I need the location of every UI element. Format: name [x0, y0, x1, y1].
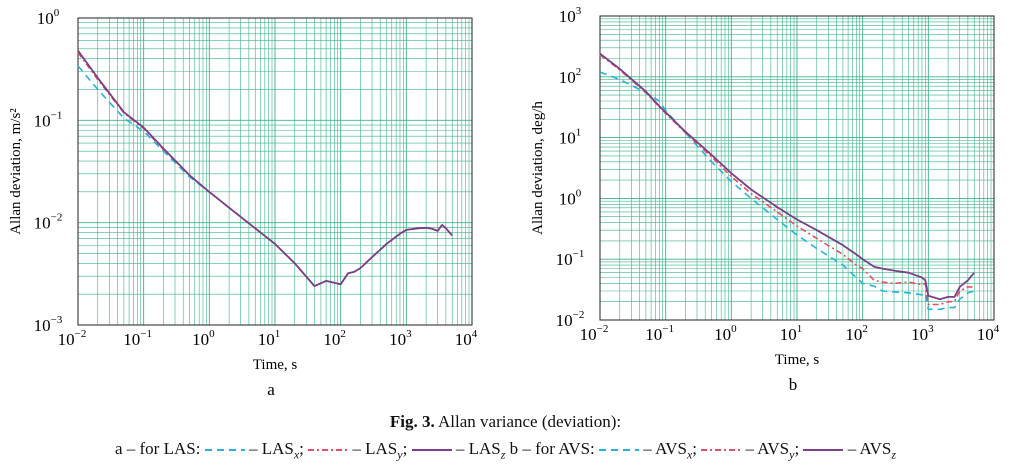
- y-tick-label: 100: [559, 187, 582, 208]
- x-tick-label: 104: [455, 328, 478, 349]
- y-tick-label: 103: [559, 5, 582, 26]
- x-tick-label: 104: [977, 323, 1000, 344]
- x-tick-label: 103: [911, 323, 934, 344]
- x-tick-label: 10−2: [58, 328, 87, 349]
- x-tick-label: 100: [192, 328, 215, 349]
- plot-frame: [77, 17, 473, 326]
- x-tick-label: 10−1: [645, 323, 674, 344]
- legend-label: – AVSz: [843, 439, 897, 462]
- y-tick-label: 10−2: [34, 212, 63, 233]
- y-tick-label: 100: [37, 7, 60, 28]
- y-tick-label: 10−1: [556, 248, 585, 269]
- legend-swatch-z: [411, 449, 452, 452]
- series-line-x: [599, 71, 975, 311]
- figure: 10−2 10−1 100 101 102 103 10410−310−210−1100Ti…: [8, 5, 1000, 399]
- legend-swatch-z: [803, 449, 844, 452]
- x-tick-label: 102: [323, 328, 346, 349]
- x-tick-label: 10−2: [580, 323, 609, 344]
- legend-label: – AVSx;: [639, 439, 702, 462]
- series-line-z: [77, 50, 453, 288]
- x-tick-label: 103: [389, 328, 412, 349]
- legend-label: – LASy;: [348, 439, 412, 462]
- y-tick-label: 101: [559, 127, 582, 148]
- panel-a: 10−2 10−1 100 101 102 103 10410−310−210−1100Ti…: [8, 7, 478, 399]
- caption-text: Allan variance (deviation):: [438, 412, 622, 431]
- y-axis-label: Allan deviation, m/s²: [8, 108, 24, 235]
- panel-label: a: [267, 380, 275, 399]
- panel-b: 10−2 10−1 100 101 102 103 10410−210−1100101102…: [530, 5, 1000, 394]
- plot-frame: [599, 15, 995, 321]
- legend-label: – AVSy;: [741, 439, 804, 462]
- legend-prefix: a – for LAS:: [114, 439, 205, 458]
- grid: [599, 16, 994, 321]
- legend-swatch-y: [308, 449, 349, 452]
- legend-swatch-x: [599, 449, 640, 452]
- x-axis-label: Time, s: [253, 357, 298, 373]
- y-tick-label: 10−1: [34, 109, 63, 130]
- x-tick-label: 101: [258, 328, 281, 349]
- legend-prefix: b – for AVS:: [509, 439, 600, 458]
- series-line-z: [599, 52, 975, 301]
- x-tick-label: 100: [714, 323, 737, 344]
- panel-label: b: [789, 375, 798, 394]
- x-tick-label: 10−1: [123, 328, 152, 349]
- legend-label: – LASx;: [244, 439, 309, 462]
- legend-swatch-x: [204, 449, 245, 452]
- caption-label: Fig. 3.: [389, 412, 435, 431]
- grid: [77, 18, 472, 326]
- x-tick-label: 101: [780, 323, 803, 344]
- y-axis-label: Allan deviation, deg/h: [530, 101, 546, 235]
- legend-label: – LASz: [451, 439, 506, 462]
- legend-swatch-y: [701, 449, 742, 452]
- x-tick-label: 102: [845, 323, 868, 344]
- x-axis-label: Time, s: [775, 352, 820, 368]
- y-tick-label: 102: [559, 66, 582, 87]
- caption-title: Fig. 3. Allan variance (deviation):: [0, 412, 1011, 432]
- caption-legend: a – for LAS: – LASx; – LASy; – LASz b – …: [0, 439, 1011, 462]
